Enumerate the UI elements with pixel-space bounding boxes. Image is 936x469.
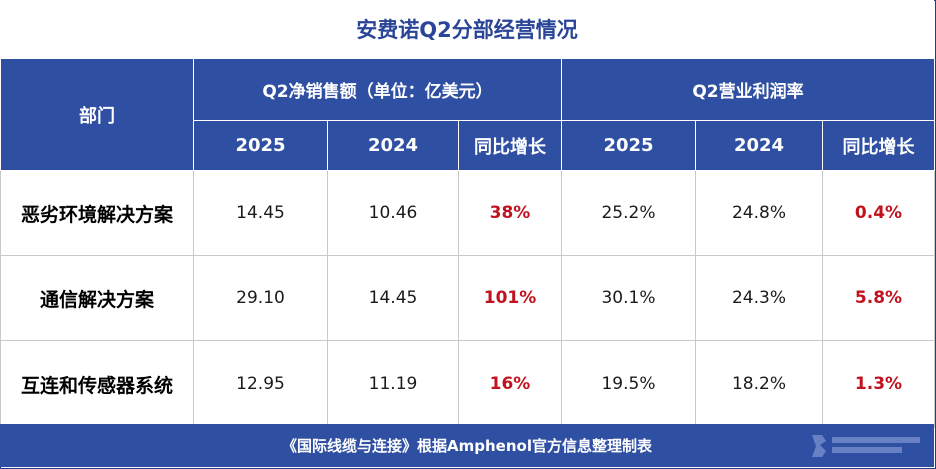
header-sales-2024: 2024 (327, 120, 459, 171)
source-footer: 《国际线缆与连接》根据Amphenol官方信息整理制表 (0, 424, 934, 467)
margin-2025: 25.2% (561, 170, 696, 256)
header-margin-2025: 2025 (561, 120, 696, 171)
header-dept: 部门 (0, 58, 194, 171)
header-margin-yoy: 同比增长 (821, 120, 936, 171)
sales-2024: 14.45 (327, 255, 459, 341)
header-sales-group: Q2净销售额（单位：亿美元） (193, 58, 562, 121)
header-row-sub: 2025 2024 同比增长 2025 2024 同比增长 (1, 120, 936, 171)
dept-name: 通信解决方案 (0, 255, 194, 341)
table-row: 通信解决方案 29.10 14.45 101% 30.1% 24.3% 5.8% (0, 255, 936, 341)
sales-2024: 11.19 (327, 340, 459, 428)
sales-yoy: 16% (458, 340, 562, 428)
dept-name: 互连和传感器系统 (0, 340, 194, 428)
watermark-logo-icon (812, 435, 920, 457)
margin-2025: 19.5% (561, 340, 696, 428)
header-sales-2025: 2025 (193, 120, 328, 171)
table-row: 互连和传感器系统 12.95 11.19 16% 19.5% 18.2% 1.3… (0, 340, 936, 428)
sales-yoy: 38% (458, 170, 562, 256)
margin-2024: 24.8% (695, 170, 823, 256)
header-sales-yoy: 同比增长 (458, 120, 562, 171)
table-row: 恶劣环境解决方案 14.45 10.46 38% 25.2% 24.8% 0.4… (0, 170, 936, 256)
header-margin-2024: 2024 (695, 120, 823, 171)
margin-yoy: 0.4% (821, 170, 936, 256)
header-row-top: 部门 Q2净销售额（单位：亿美元） Q2营业利润率 (0, 58, 936, 171)
sales-2025: 29.10 (193, 255, 328, 341)
sales-2025: 12.95 (193, 340, 328, 428)
sales-2024: 10.46 (327, 170, 459, 256)
sales-yoy: 101% (458, 255, 562, 341)
margin-2025: 30.1% (561, 255, 696, 341)
margin-yoy: 5.8% (821, 255, 936, 341)
segment-table: 部门 Q2净销售额（单位：亿美元） Q2营业利润率 2025 2024 同比增长… (0, 58, 936, 428)
header-margin-group: Q2营业利润率 (560, 58, 936, 121)
margin-yoy: 1.3% (821, 340, 936, 428)
sales-2025: 14.45 (193, 170, 328, 256)
page-title: 安费诺Q2分部经营情况 (0, 0, 934, 58)
margin-2024: 24.3% (695, 255, 823, 341)
dept-name: 恶劣环境解决方案 (0, 170, 194, 256)
margin-2024: 18.2% (695, 340, 823, 428)
